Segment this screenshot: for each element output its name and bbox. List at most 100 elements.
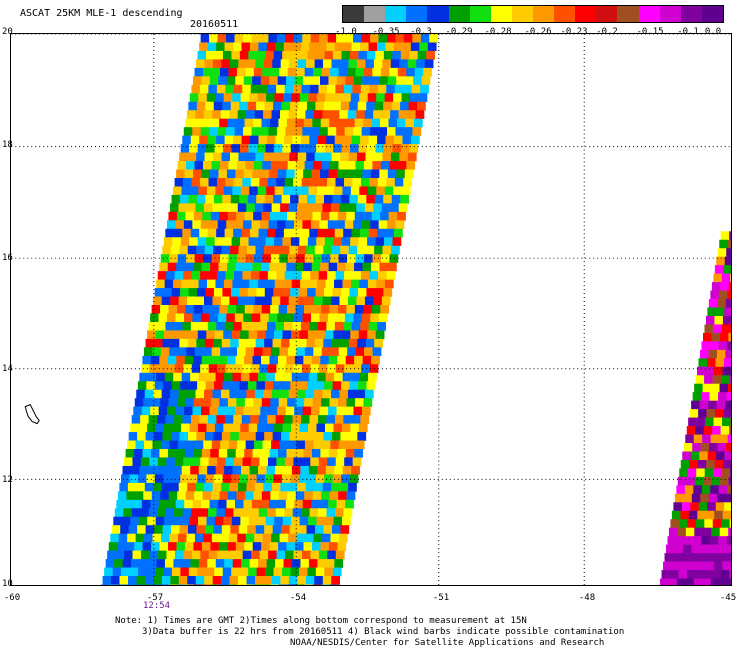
swath-cell (233, 177, 243, 187)
swath-cell (259, 271, 269, 280)
swath-cell (327, 550, 337, 560)
swath-cell (287, 491, 297, 501)
swath-cell (230, 152, 239, 162)
swath-cell (184, 169, 194, 179)
swath-cell (341, 330, 351, 340)
swath-cell (288, 389, 298, 399)
swath-cell (320, 448, 330, 458)
swath-cell (249, 465, 259, 475)
swath-cell (261, 305, 271, 314)
swath-cell (661, 570, 671, 579)
swath-cell (294, 262, 304, 272)
swath-cell (277, 313, 286, 323)
swath-cell (267, 415, 276, 424)
swath-cell (302, 127, 312, 136)
swath-cell (243, 76, 253, 86)
swath-cell (294, 355, 304, 365)
swath-cell (720, 570, 730, 579)
swath-cell (144, 440, 153, 450)
swath-cell (207, 321, 217, 331)
swath-cell (245, 440, 255, 450)
swath-cell (397, 67, 407, 77)
swath-cell (139, 465, 149, 475)
swath-cell (313, 533, 323, 543)
swath-cell (286, 169, 295, 179)
footnote-line-3: NOAA/NESDIS/Center for Satellite Applica… (290, 638, 605, 648)
colorbar-segment (617, 6, 639, 22)
swath-cell (271, 296, 281, 306)
swath-cell (361, 127, 371, 136)
swath-cell (687, 468, 697, 478)
swath-cell (249, 372, 259, 382)
swath-cell (229, 110, 238, 119)
swath-cell (228, 533, 238, 543)
swath-cell (314, 296, 323, 306)
swath-cell (402, 42, 412, 52)
swath-cell (713, 468, 722, 478)
swath-cell (202, 305, 212, 314)
swath-cell (342, 279, 352, 289)
swath-cell (360, 177, 370, 187)
swath-cell (358, 50, 368, 60)
swath-cell (373, 152, 383, 162)
swath-cell (231, 50, 241, 60)
swath-cell (236, 254, 246, 263)
swath-cell (268, 550, 277, 560)
swath-cell (185, 118, 195, 128)
swath-cell (677, 476, 687, 486)
swath-cell (331, 59, 341, 69)
swath-cell (186, 203, 196, 213)
swath-cell (281, 288, 291, 297)
swath-cell (239, 288, 249, 297)
swath-cell (719, 239, 729, 249)
swath-cell (201, 448, 211, 458)
swath-cell (210, 305, 220, 314)
swath-cell (239, 194, 249, 204)
swath-cell (254, 296, 264, 306)
swath-cell (353, 127, 362, 136)
swath-cell (711, 476, 721, 486)
swath-cell (708, 493, 718, 503)
swath-cell (214, 474, 223, 484)
swath-cell (265, 423, 275, 433)
swath-cell (712, 519, 722, 529)
swath-cell (289, 525, 299, 534)
swath-cell (373, 110, 382, 119)
swath-cell (188, 381, 198, 391)
swath-cell (170, 338, 180, 348)
swath-cell (137, 525, 146, 534)
swath-cell (157, 457, 167, 467)
swath-cell (718, 536, 728, 545)
swath-cell (344, 220, 354, 230)
swath-cell (305, 296, 315, 306)
swath-cell (276, 177, 286, 187)
swath-cell (143, 491, 153, 501)
swath-cell (382, 152, 392, 162)
swath-cell (260, 127, 269, 136)
swath-cell (703, 476, 712, 486)
swath-cell (351, 415, 361, 424)
swath-cell (404, 169, 414, 179)
swath-cell (685, 527, 695, 537)
swath-cell (372, 254, 382, 263)
swath-cell (274, 423, 283, 433)
swath-cell (264, 381, 274, 391)
swath-cell (201, 262, 211, 272)
swath-cell (261, 448, 270, 458)
swath-cell (258, 42, 268, 52)
swath-cell (375, 330, 385, 340)
colorbar-label: -0.3 (410, 27, 432, 37)
swath-cell (304, 161, 314, 170)
swath-cell (723, 265, 731, 274)
swath-cell (281, 101, 291, 111)
swath-cell (167, 355, 177, 365)
swath-cell (343, 177, 353, 187)
swath-cell (312, 118, 322, 128)
swath-cell (190, 321, 200, 331)
swath-cell (317, 465, 327, 475)
swath-cell (147, 330, 156, 340)
swath-cell (198, 93, 208, 103)
swath-cell (179, 194, 189, 204)
swath-cell (284, 457, 294, 467)
